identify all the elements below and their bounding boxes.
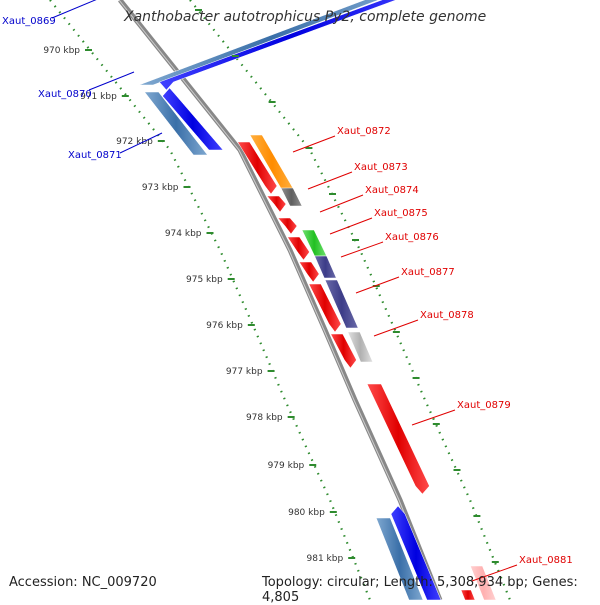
gene-block-xaut-0877-a	[287, 236, 310, 261]
tick-label-975: 975 kbp	[186, 275, 223, 285]
gene-block-xaut-0878-c	[347, 331, 374, 363]
tick-label-972: 972 kbp	[116, 137, 153, 147]
gene-label-xaut_0874: Xaut_0874	[365, 185, 419, 196]
gene-block-xaut-0877-c	[314, 255, 337, 279]
gene-leader-xaut_0877	[355, 276, 400, 294]
gene-label-xaut_0881: Xaut_0881	[519, 555, 573, 566]
genome-backbone-highlight	[118, 0, 440, 600]
tick-label-976: 976 kbp	[206, 321, 243, 331]
tick-label-970: 970 kbp	[43, 46, 80, 56]
gene-label-xaut_0872: Xaut_0872	[337, 126, 391, 137]
gene-block-xaut-0881	[470, 565, 497, 600]
gene-block-xaut-0877-b	[298, 261, 320, 283]
accession-text: Accession: NC_009720	[9, 575, 157, 590]
tick-label-971: 971 kbp	[80, 92, 117, 102]
gene-block-xaut-0878-a	[324, 279, 359, 329]
gene-leader-xaut_0875	[329, 217, 373, 235]
gene-label-xaut_0873: Xaut_0873	[354, 162, 408, 173]
gene-block-xaut-0878-d	[330, 333, 357, 369]
tick-label-977: 977 kbp	[226, 367, 263, 377]
gene-block-bottom-outer	[375, 517, 424, 600]
gene-leader-xaut_0869	[51, 0, 97, 19]
gene-leader-xaut_0870	[88, 71, 135, 91]
gene-block-xaut-0870	[162, 87, 224, 151]
gene-label-xaut_0875: Xaut_0875	[374, 208, 428, 219]
gene-block-xaut-0874	[280, 187, 303, 207]
gene-block-bottom-red	[460, 589, 476, 600]
gene-leader-xaut_0881	[471, 564, 518, 582]
gene-label-xaut_0869: Xaut_0869	[2, 16, 56, 27]
gene-block-xaut-0875	[277, 217, 298, 235]
tick-label-973: 973 kbp	[142, 183, 179, 193]
gene-block-xaut-0870-outer	[144, 91, 209, 156]
tick-ruler-left	[49, 0, 372, 600]
gene-block-xaut-0878-b	[308, 283, 342, 333]
gene-leader-xaut_0874	[319, 194, 364, 213]
genome-summary-text: Topology: circular; Length: 5,308,934 bp…	[262, 575, 578, 605]
gene-block-xaut-0873-a	[237, 141, 278, 195]
tick-label-979: 979 kbp	[268, 461, 305, 471]
gene-label-xaut_0878: Xaut_0878	[420, 310, 474, 321]
gene-leader-xaut_0879	[411, 409, 456, 426]
gene-block-xaut-0869	[158, 0, 397, 91]
tick-label-981: 981 kbp	[307, 554, 344, 564]
tick-label-978: 978 kbp	[246, 413, 283, 423]
gene-label-xaut_0876: Xaut_0876	[385, 232, 439, 243]
gene-block-xaut-0873-b	[266, 195, 287, 213]
gene-leader-xaut_0876	[340, 241, 384, 258]
gene-leader-xaut_0872	[292, 135, 336, 153]
gene-leader-xaut_0871	[119, 132, 163, 154]
genome-backbone	[118, 0, 443, 600]
gene-block-xaut-0879	[366, 383, 430, 495]
genome-title: Xanthobacter autotrophicus Py2, complete…	[124, 9, 487, 25]
gene-leader-xaut_0878	[373, 319, 419, 337]
tick-label-974: 974 kbp	[165, 229, 202, 239]
gene-block-bottom	[390, 505, 442, 600]
gene-leader-xaut_0873	[307, 171, 353, 190]
gene-label-xaut_0879: Xaut_0879	[457, 400, 511, 411]
gene-label-xaut_0877: Xaut_0877	[401, 267, 455, 278]
tick-label-980: 980 kbp	[288, 508, 325, 518]
gene-block-xaut-0869-outer	[138, 0, 380, 86]
tick-ruler-right	[189, 0, 512, 600]
gene-label-xaut_0871: Xaut_0871	[68, 150, 122, 161]
gene-label-xaut_0870: Xaut_0870	[38, 89, 92, 100]
